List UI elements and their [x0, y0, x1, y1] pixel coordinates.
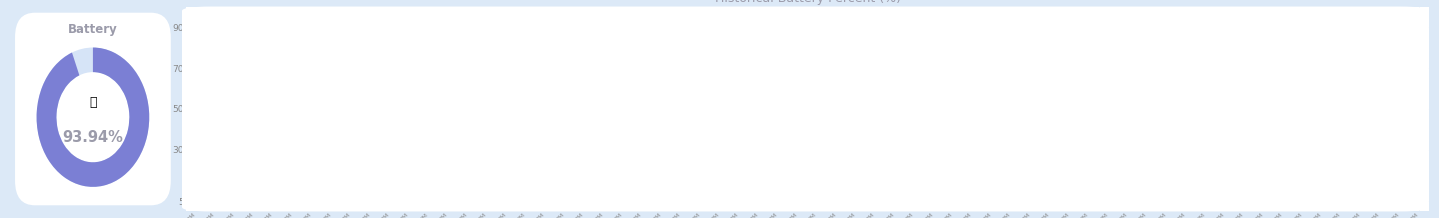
Wedge shape	[36, 48, 150, 187]
Wedge shape	[36, 48, 150, 187]
FancyBboxPatch shape	[14, 13, 171, 205]
Text: Battery: Battery	[68, 23, 118, 36]
Title: Historical Battery Percent (%): Historical Battery Percent (%)	[715, 0, 901, 5]
Text: 93.94%: 93.94%	[62, 130, 124, 145]
Text: 🔋: 🔋	[89, 96, 96, 109]
